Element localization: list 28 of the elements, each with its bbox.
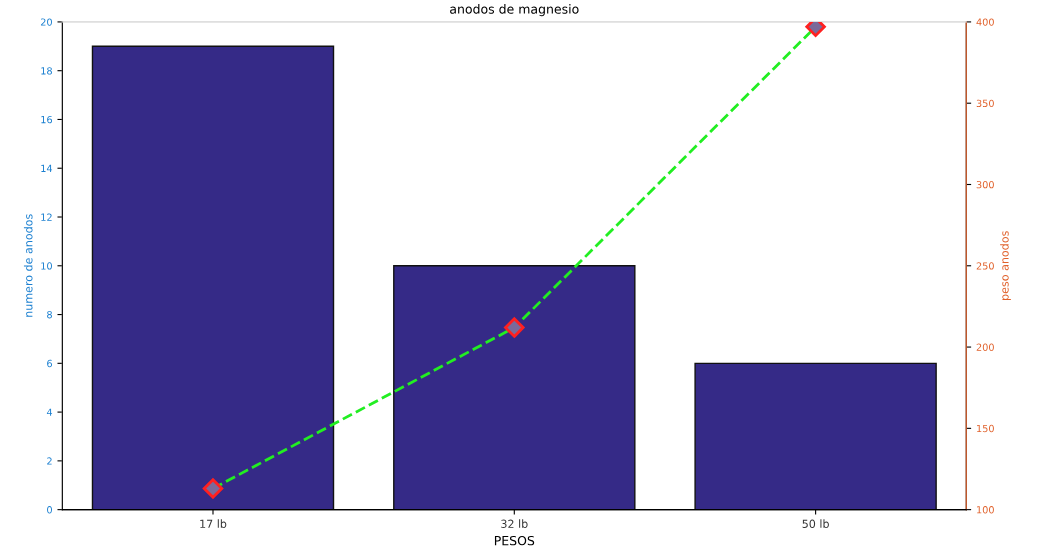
x-axis-title: PESOS: [494, 535, 535, 546]
x-tick-label: 50 lb: [802, 519, 829, 528]
y-tick-label: 10: [41, 262, 52, 270]
x-tick-label: 32 lb: [501, 519, 528, 528]
y-tick-label: 8: [47, 311, 52, 319]
bar: [694, 362, 937, 510]
y2-tick-label: 100: [977, 506, 994, 514]
bar: [91, 45, 335, 510]
y2-tick-label: 200: [976, 343, 994, 351]
y2-tick-label: 400: [976, 18, 994, 26]
y2-tick-label: 150: [977, 424, 994, 433]
y-tick-label: 2: [47, 457, 52, 465]
y-axis-title: numero de anodos: [23, 214, 33, 317]
chart-title: anodos de magnesio: [450, 4, 579, 17]
y-tick-label: 20: [40, 18, 52, 26]
y-tick-label: 4: [46, 408, 53, 416]
y-tick-label: 0: [47, 506, 52, 514]
y2-tick-label: 250: [976, 262, 994, 270]
y2-tick-label: 350: [976, 99, 994, 108]
bar: [393, 265, 636, 510]
y-tick-label: 16: [41, 115, 53, 124]
y-tick-label: 6: [47, 359, 53, 368]
y-tick-label: 12: [41, 213, 52, 221]
x-tick-label: 17 lb: [200, 519, 227, 528]
y-tick-label: 14: [41, 164, 53, 172]
y2-axis-title: peso anodos: [1000, 231, 1011, 300]
y-tick-label: 18: [41, 67, 52, 75]
y2-tick-label: 300: [976, 180, 994, 189]
